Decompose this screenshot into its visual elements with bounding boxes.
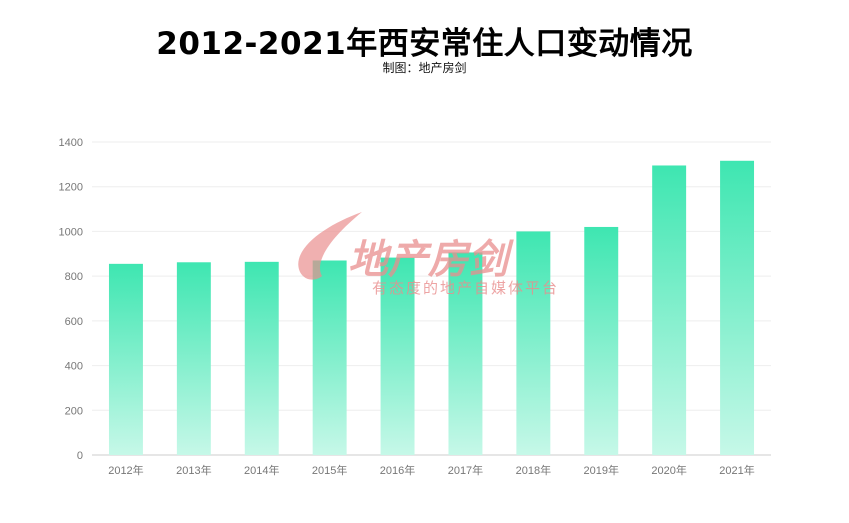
- x-axis-ticks: 2012年 2013年 2014年 2015年 2016年 2017年 2018年 2019年…: [108, 463, 755, 477]
- watermark-text: 地产房剑: [348, 237, 514, 283]
- y-tick-label: 1200: [59, 182, 83, 194]
- x-tick-label: 2012年: [108, 463, 143, 477]
- y-tick-label: 0: [77, 450, 83, 462]
- bar-2016年: [380, 257, 415, 455]
- bar-2020年: [652, 165, 687, 455]
- y-tick-label: 400: [65, 361, 83, 373]
- bar-2017年: [448, 252, 483, 455]
- bar-2019年: [584, 226, 619, 455]
- y-tick-label: 200: [65, 405, 83, 417]
- x-tick-label: 2019年: [584, 463, 619, 477]
- y-tick-label: 800: [65, 271, 83, 283]
- y-tick-label: 600: [65, 316, 83, 328]
- chart-subtitle: 制图：地产房剑: [382, 61, 467, 75]
- bar-2018年: [516, 231, 551, 455]
- x-tick-label: 2016年: [380, 463, 415, 477]
- y-tick-label: 1000: [59, 226, 83, 238]
- x-tick-label: 2015年: [312, 463, 347, 477]
- watermark-subtext: 有态度的地产自媒体平台: [372, 279, 559, 297]
- watermark-logo: 地产房剑 有态度的地产自媒体平台: [298, 212, 559, 297]
- bar-2013年: [176, 262, 211, 455]
- y-axis-ticks: 0 200 400 600 800 1000 1200 1400: [59, 137, 83, 462]
- watermark-swoosh: [298, 212, 362, 280]
- bar-2014年: [244, 261, 279, 455]
- y-tick-label: 1400: [59, 137, 83, 149]
- x-tick-label: 2020年: [651, 463, 686, 477]
- bar-2015年: [312, 260, 347, 455]
- bars: [108, 160, 755, 455]
- x-tick-label: 2014年: [244, 463, 279, 477]
- x-tick-label: 2017年: [448, 463, 483, 477]
- x-tick-label: 2018年: [516, 463, 551, 477]
- bar-2021年: [720, 160, 755, 455]
- x-tick-label: 2021年: [719, 463, 754, 477]
- x-tick-label: 2013年: [176, 463, 211, 477]
- chart-title: 2012-2021年西安常住人口变动情况: [156, 26, 693, 62]
- bar-2012年: [108, 263, 143, 455]
